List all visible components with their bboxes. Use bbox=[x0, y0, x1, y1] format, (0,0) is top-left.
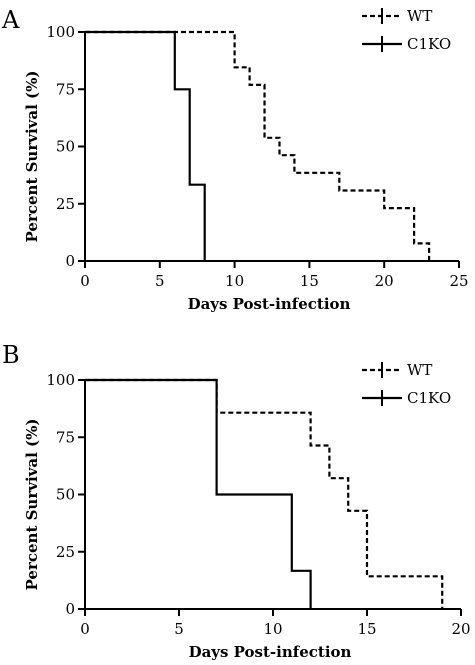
y-axis-title: Percent Survival (%) bbox=[23, 419, 41, 591]
x-tick-label: 0 bbox=[80, 272, 90, 290]
x-tick-label: 15 bbox=[300, 272, 319, 290]
panel-b: B 0 25 50 75 100 0 5 10 15 20 Days Post-infection Pe… bbox=[2, 341, 471, 661]
y-tick-label: 100 bbox=[46, 23, 75, 41]
panel-letter: B bbox=[2, 341, 20, 369]
series-wt-line bbox=[85, 30, 431, 261]
x-tick-label: 20 bbox=[451, 620, 470, 638]
y-tick-label: 0 bbox=[65, 252, 75, 270]
y-tick-label: 75 bbox=[56, 80, 75, 98]
x-tick-label: 5 bbox=[174, 620, 184, 638]
x-axis-title: Days Post-infection bbox=[188, 295, 351, 313]
y-tick-label: 0 bbox=[65, 600, 75, 618]
x-tick-label: 10 bbox=[263, 620, 282, 638]
x-tick-label: 0 bbox=[80, 620, 90, 638]
y-tick-label: 75 bbox=[56, 428, 75, 446]
x-tick-label: 5 bbox=[155, 272, 165, 290]
panel-a: A 0 25 50 75 100 0 5 10 15 20 25 Days Post-infection… bbox=[1, 6, 469, 313]
legend-c1ko-label: C1KO bbox=[407, 35, 451, 53]
panel-letter: A bbox=[1, 6, 20, 34]
legend-wt-label: WT bbox=[407, 7, 432, 25]
series-c1ko-line bbox=[85, 30, 206, 261]
y-tick-label: 100 bbox=[46, 371, 75, 389]
x-tick-label: 15 bbox=[357, 620, 376, 638]
x-axis-title: Days Post-infection bbox=[189, 643, 352, 661]
x-tick-label: 10 bbox=[225, 272, 244, 290]
x-tick-label: 25 bbox=[449, 272, 468, 290]
y-tick-label: 50 bbox=[56, 138, 75, 156]
y-axis-title: Percent Survival (%) bbox=[23, 71, 41, 243]
y-tick-label: 25 bbox=[56, 195, 75, 213]
legend-c1ko-label: C1KO bbox=[407, 389, 451, 407]
series-c1ko-line bbox=[85, 378, 312, 609]
y-tick-label: 50 bbox=[56, 486, 75, 504]
y-tick-label: 25 bbox=[56, 543, 75, 561]
legend-wt-label: WT bbox=[407, 361, 432, 379]
x-tick-label: 20 bbox=[375, 272, 394, 290]
